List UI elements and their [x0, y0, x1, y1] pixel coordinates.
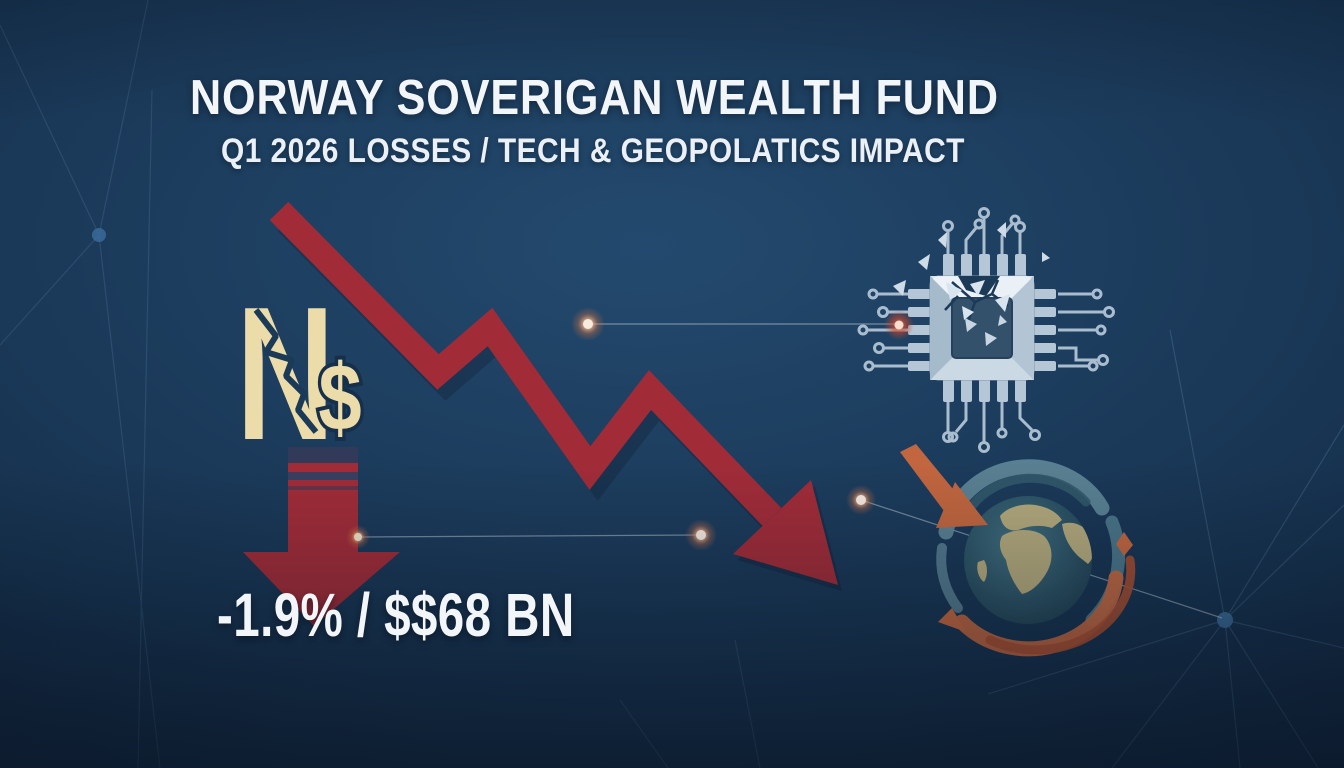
loss-stat-value: -1.9% / $$68 BN: [217, 581, 575, 649]
currency-sign: $: [318, 345, 361, 451]
globe-swirl-arrows-icon: [900, 444, 1136, 657]
network-node: [1217, 612, 1233, 628]
network-node: [92, 228, 106, 242]
page-title: NORWAY SOVERIGAN WEALTH FUND: [190, 71, 999, 125]
page-subtitle: Q1 2026 LOSSES / TECH & GEOPOLATICS IMPA…: [221, 132, 965, 170]
